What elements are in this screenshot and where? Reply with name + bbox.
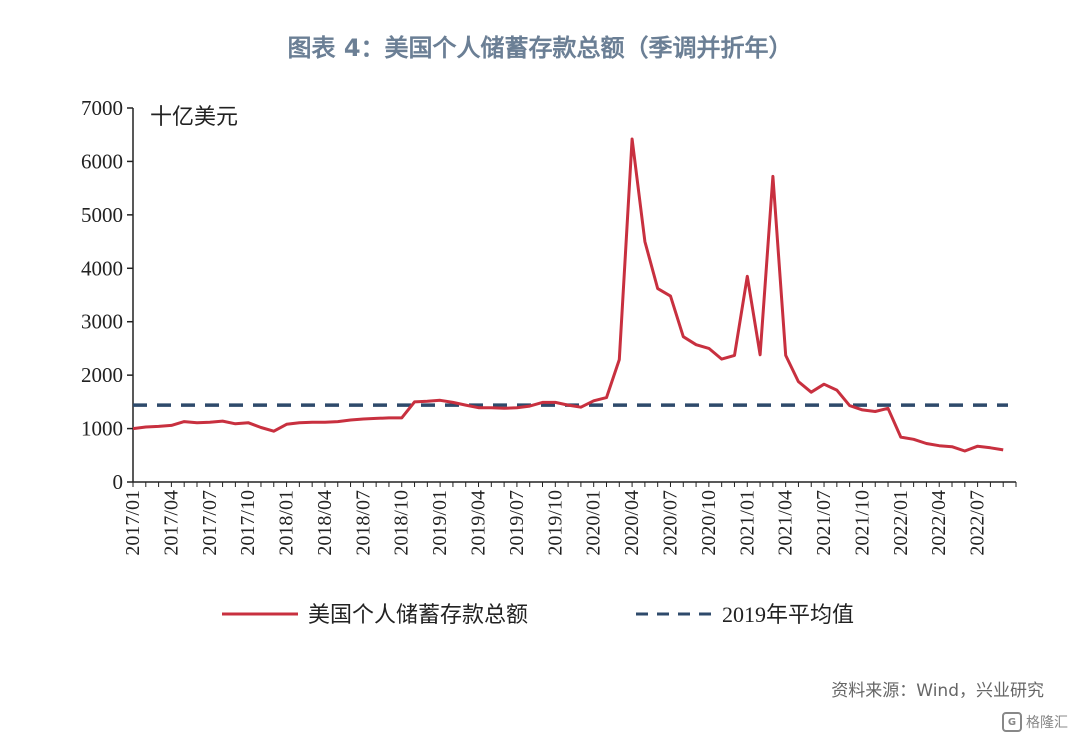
x-tick-label: 2021/07	[813, 490, 835, 556]
source-note: 资料来源：Wind，兴业研究	[831, 681, 1044, 701]
x-tick-label: 2017/10	[237, 490, 259, 556]
legend-label-2019-average: 2019年平均值	[722, 602, 854, 627]
y-tick-label: 7000	[81, 96, 123, 120]
y-tick-label: 6000	[81, 149, 123, 173]
x-tick-label: 2022/01	[890, 490, 912, 556]
x-tick-label: 2022/04	[928, 490, 950, 556]
x-tick-label: 2019/04	[468, 490, 490, 556]
x-tick-label: 2020/07	[659, 490, 681, 556]
y-tick-label: 5000	[81, 203, 123, 227]
series-line-savings	[132, 137, 1004, 453]
x-tick-label: 2018/10	[391, 490, 413, 556]
y-tick-label: 0	[113, 470, 124, 494]
y-tick-label: 3000	[81, 310, 123, 334]
x-tick-label: 2019/10	[544, 490, 566, 556]
x-tick-label: 2018/01	[276, 490, 298, 556]
y-axis: 0 1000 2000 3000 4000 5000 6000 7000	[81, 96, 134, 494]
x-tick-label: 2020/10	[698, 490, 720, 556]
x-tick-label: 2019/01	[429, 490, 451, 556]
y-tick-label: 2000	[81, 363, 123, 387]
x-tick-label: 2018/07	[352, 490, 374, 556]
x-tick-label: 2022/07	[967, 490, 989, 556]
x-tick-label: 2017/04	[160, 490, 182, 556]
unit-label: 十亿美元	[150, 104, 238, 129]
x-tick-label: 2021/10	[851, 490, 873, 556]
legend-label-savings: 美国个人储蓄存款总额	[308, 602, 528, 627]
y-tick-label: 1000	[81, 417, 123, 441]
y-tick-label: 4000	[81, 256, 123, 280]
legend: 美国个人储蓄存款总额 2019年平均值	[222, 602, 854, 627]
watermark-text: 格隆汇	[1026, 715, 1068, 731]
x-tick-label: 2017/07	[199, 490, 221, 556]
watermark-logo-icon: G	[1002, 712, 1022, 732]
x-tick-label: 2017/01	[122, 490, 144, 556]
x-tick-label: 2020/01	[583, 490, 605, 556]
x-tick-label: 2021/01	[736, 490, 758, 556]
x-tick-label: 2019/07	[506, 490, 528, 556]
x-tick-label: 2020/04	[621, 490, 643, 556]
chart-title: 图表 4：美国个人储蓄存款总额（季调并折年）	[287, 34, 793, 62]
x-tick-label: 2021/04	[775, 490, 797, 556]
x-tick-label: 2018/04	[314, 490, 336, 556]
x-axis: 2017/01 2017/04 2017/07 2017/10 2018/01 2018/…	[122, 481, 1017, 556]
watermark: G 格隆汇	[1002, 712, 1068, 732]
